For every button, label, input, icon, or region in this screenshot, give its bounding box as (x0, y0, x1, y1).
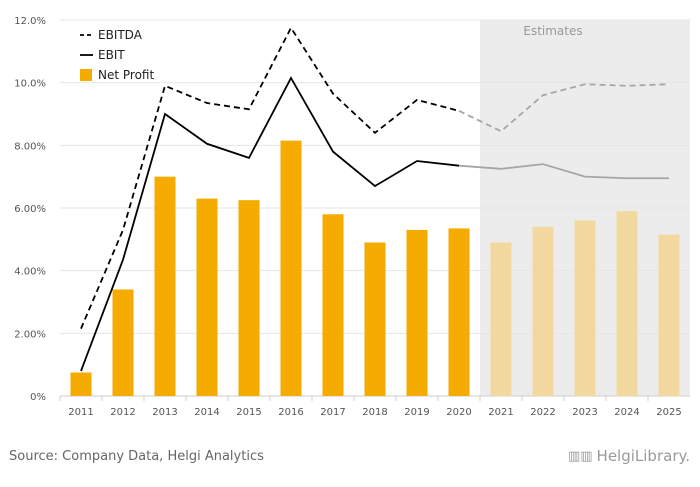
bar-net-profit-2024[interactable] (616, 211, 638, 396)
logo-text: HelgiLibrary. (596, 447, 690, 465)
x-tick-label: 2012 (110, 407, 135, 418)
line-ebit-actual[interactable] (80, 76, 460, 372)
x-tick-label: 2021 (488, 407, 513, 418)
estimates-label: Estimates (523, 24, 582, 38)
legend-label-ebitda[interactable]: EBITDA (98, 28, 143, 42)
x-tick-label: 2020 (446, 407, 471, 418)
y-tick-label: 6.00% (14, 204, 46, 215)
x-tick-label: 2017 (320, 407, 345, 418)
bar-net-profit-2023[interactable] (574, 220, 596, 396)
source-note: Source: Company Data, Helgi Analytics (9, 449, 264, 464)
bar-net-profit-2020[interactable] (448, 228, 470, 396)
library-books-icon: ▥▥ (567, 448, 593, 464)
bar-net-profit-2018[interactable] (364, 242, 386, 396)
bar-net-profit-2025[interactable] (658, 234, 680, 396)
y-tick-label: 10.0% (14, 79, 46, 90)
x-tick-label: 2019 (404, 407, 429, 418)
bar-net-profit-2021[interactable] (490, 242, 512, 396)
x-tick-label: 2013 (152, 407, 177, 418)
y-tick-label: 8.00% (14, 141, 46, 152)
y-tick-label: 2.00% (14, 329, 46, 340)
bar-net-profit-2015[interactable] (238, 200, 260, 396)
line-ebit-estimate[interactable] (458, 163, 669, 180)
x-tick-label: 2023 (572, 407, 597, 418)
helgi-library-logo[interactable]: ▥▥ HelgiLibrary. (568, 447, 690, 465)
bar-net-profit-2014[interactable] (196, 198, 218, 396)
x-tick-label: 2022 (530, 407, 555, 418)
line-ebitda-estimate[interactable] (458, 83, 670, 133)
bar-net-profit-2016[interactable] (280, 140, 302, 396)
y-tick-label: 12.0% (14, 16, 46, 27)
x-tick-label: 2025 (656, 407, 681, 418)
legend-label-ebit[interactable]: EBIT (98, 48, 125, 62)
line-ebitda-actual[interactable] (80, 26, 460, 329)
bar-net-profit-2011[interactable] (70, 372, 92, 397)
bar-net-profit-2017[interactable] (322, 214, 344, 396)
x-tick-label: 2024 (614, 407, 639, 418)
bar-net-profit-2019[interactable] (406, 229, 428, 396)
y-tick-label: 4.00% (14, 267, 46, 278)
legend-label-net-profit[interactable]: Net Profit (98, 68, 154, 82)
legend-swatch-net-profit (80, 69, 92, 81)
y-tick-label: 0% (30, 392, 46, 403)
x-tick-label: 2016 (278, 407, 303, 418)
bar-net-profit-2022[interactable] (532, 226, 554, 396)
x-tick-label: 2015 (236, 407, 261, 418)
bar-net-profit-2013[interactable] (154, 176, 176, 396)
x-tick-label: 2014 (194, 407, 219, 418)
x-tick-label: 2018 (362, 407, 387, 418)
x-tick-label: 2011 (68, 407, 93, 418)
bar-net-profit-2012[interactable] (112, 289, 134, 396)
